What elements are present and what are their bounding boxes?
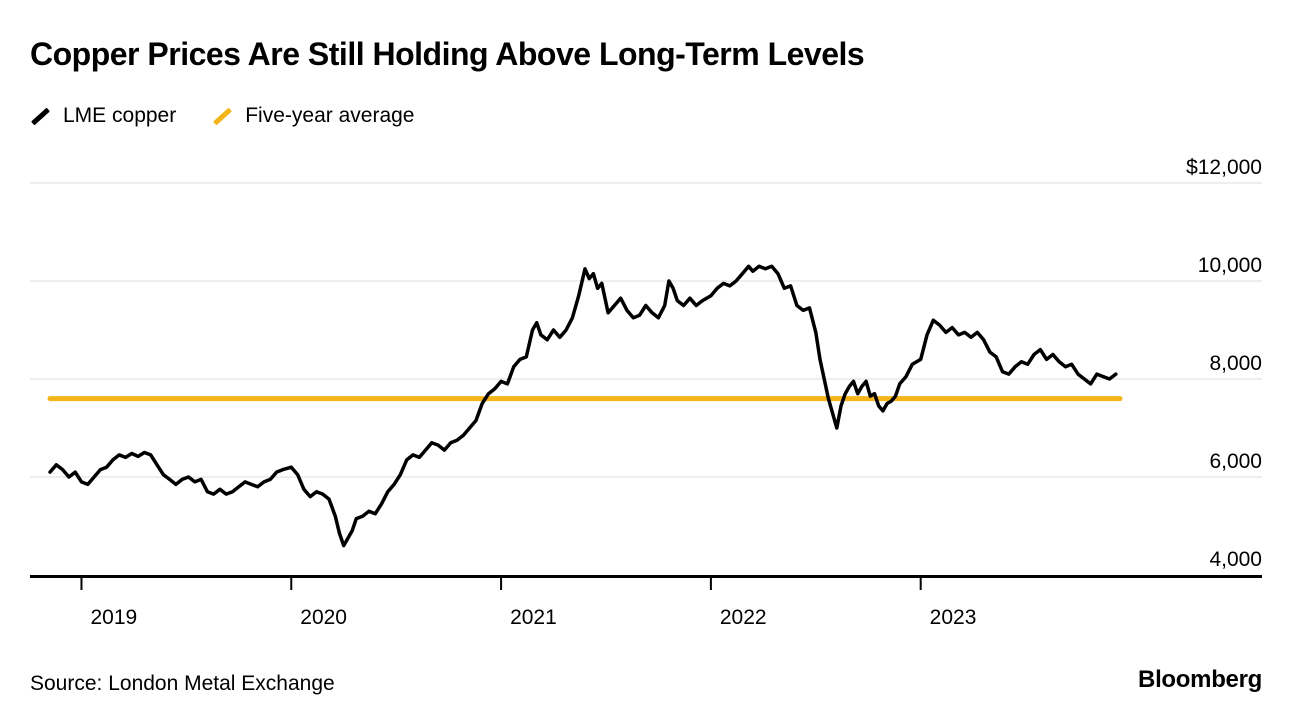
y-axis-label: 10,000 bbox=[1198, 254, 1262, 277]
legend-swatch-icon bbox=[31, 107, 50, 125]
y-axis-label: 4,000 bbox=[1209, 548, 1262, 571]
x-axis-label: 2022 bbox=[720, 606, 767, 629]
bloomberg-logo: Bloomberg bbox=[1138, 666, 1262, 693]
legend-item: Five-year average bbox=[212, 104, 414, 128]
y-axis-label: 8,000 bbox=[1209, 352, 1262, 375]
legend-swatch-icon bbox=[213, 107, 233, 125]
y-axis-label: 6,000 bbox=[1209, 450, 1262, 473]
y-axis-label: $12,000 bbox=[1186, 156, 1262, 179]
source-note: Source: London Metal Exchange bbox=[30, 672, 335, 695]
x-axis-label: 2020 bbox=[300, 606, 347, 629]
x-axis-label: 2023 bbox=[930, 606, 977, 629]
chart-title: Copper Prices Are Still Holding Above Lo… bbox=[30, 36, 865, 72]
legend-label: LME copper bbox=[63, 104, 177, 127]
legend: LME copper Five-year average bbox=[30, 104, 450, 128]
legend-item: LME copper bbox=[30, 104, 176, 128]
legend-label: Five-year average bbox=[245, 104, 415, 127]
series-lme-copper bbox=[48, 264, 1118, 548]
price-chart: $12,000 10,000 8,000 6,000 4,000 2019 2020 2021… bbox=[30, 156, 1262, 629]
x-axis-label: 2021 bbox=[510, 606, 557, 629]
x-axis-label: 2019 bbox=[90, 606, 137, 629]
